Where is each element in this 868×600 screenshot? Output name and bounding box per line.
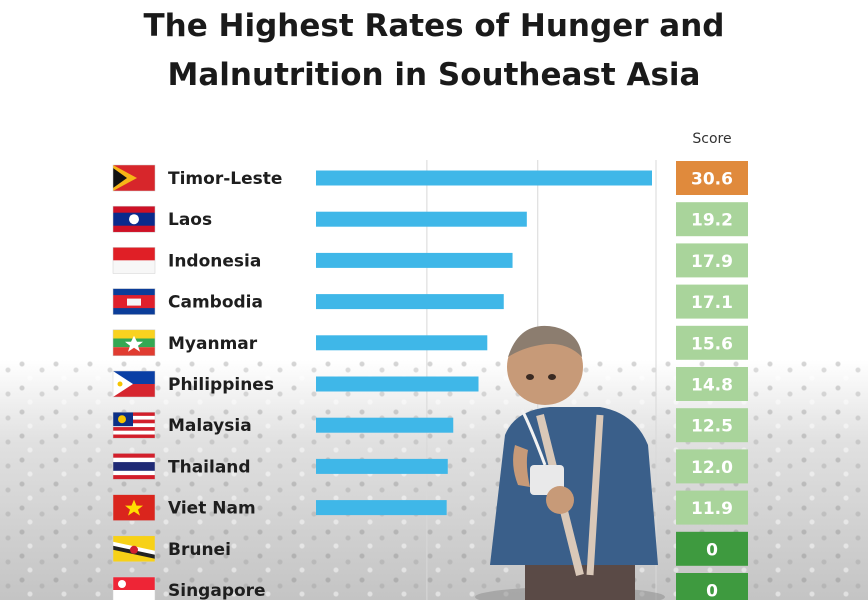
flag-part: [113, 347, 155, 356]
chart-row: Thailand 12.0: [112, 449, 748, 484]
flag-part: [113, 419, 155, 424]
score-label: 12.5: [691, 417, 733, 437]
flag-border: [112, 411, 156, 439]
chart-row: Laos 19.2: [112, 202, 748, 237]
score-label: 0: [706, 582, 718, 600]
flag-part: [118, 415, 126, 424]
score-label: 30.6: [691, 170, 733, 190]
chart-row: Viet Nam 11.9: [112, 490, 748, 525]
flag-part: [113, 168, 127, 188]
chart-row: Brunei 0: [112, 531, 748, 566]
flag-part: [125, 335, 143, 352]
bar: [316, 335, 488, 351]
flag-part: [127, 298, 141, 306]
chart-row: Singapore 0: [112, 573, 748, 600]
chart-row: Indonesia 17.9: [112, 243, 748, 278]
score-label: 17.1: [691, 293, 733, 313]
title-line-2: Malnutrition in Southeast Asia: [167, 57, 701, 93]
flag-part: [113, 371, 133, 397]
flag-border: [112, 288, 156, 315]
bar: [316, 294, 504, 310]
flag-border: [112, 535, 156, 563]
flag-part: [113, 247, 155, 261]
category-label: Myanmar: [168, 334, 258, 354]
bar: [316, 170, 652, 186]
score-label: 12.0: [691, 458, 733, 478]
flag-border: [112, 576, 156, 600]
flag-part: [113, 590, 155, 600]
bar: [316, 458, 448, 474]
score-box: [676, 449, 748, 484]
category-label: Malaysia: [168, 416, 252, 436]
bar: [316, 252, 513, 268]
flag-part: [113, 430, 155, 435]
flag-part: [118, 580, 126, 588]
score-column-header: Score: [692, 131, 732, 147]
chart-row: Timor-Leste 30.6: [112, 161, 748, 195]
score-label: 15.6: [691, 334, 733, 354]
score-box: [676, 325, 748, 360]
flag-border: [112, 494, 156, 521]
score-box: [676, 367, 748, 401]
category-label: Thailand: [168, 457, 251, 477]
category-label: Laos: [168, 210, 212, 230]
score-box: [676, 531, 748, 566]
flag-part: [113, 415, 155, 420]
score-box: [676, 161, 748, 195]
chart-row: Philippines 14.8: [112, 367, 748, 401]
chart-rows: Timor-Leste 30.6 Laos 19.2 Indonesia 17.9 Camb…: [112, 161, 748, 600]
score-box: [676, 243, 748, 278]
bar: [316, 211, 527, 227]
score-label: 17.9: [691, 252, 733, 272]
flag-part: [129, 214, 139, 225]
bar: [316, 500, 447, 516]
flag-part: [113, 434, 155, 439]
flag-part: [113, 412, 155, 416]
score-box: [676, 490, 748, 525]
category-label: Cambodia: [168, 293, 263, 313]
score-box: [676, 573, 748, 600]
score-box: [676, 408, 748, 443]
flag-border: [112, 453, 156, 480]
title-line-1: The Highest Rates of Hunger and: [143, 8, 725, 44]
category-label: Timor-Leste: [168, 169, 282, 189]
category-label: Viet Nam: [168, 499, 256, 519]
chart-row: Myanmar 15.6: [112, 325, 748, 360]
category-label: Indonesia: [168, 251, 261, 271]
flag-border: [112, 164, 156, 192]
flag-border: [112, 329, 156, 357]
score-box: [676, 284, 748, 319]
flag-part: [117, 381, 123, 387]
chart-row: Malaysia 12.5: [112, 408, 748, 443]
score-box: [676, 202, 748, 237]
score-label: 11.9: [691, 499, 733, 519]
bar: [316, 376, 479, 392]
flag-part: [113, 423, 155, 428]
flag-part: [113, 329, 155, 339]
score-label: 19.2: [691, 211, 733, 231]
score-label: 0: [706, 540, 718, 560]
flag-part: [113, 462, 155, 471]
child-photo: [475, 325, 665, 600]
category-label: Brunei: [168, 540, 231, 560]
category-label: Philippines: [168, 375, 274, 395]
bar: [316, 417, 454, 433]
score-label: 14.8: [691, 376, 733, 396]
flag-part: [130, 545, 138, 554]
flag-part: [113, 427, 155, 431]
flag-part: [113, 260, 155, 274]
chart-row: Cambodia 17.1: [112, 284, 748, 319]
flag-border: [112, 370, 156, 398]
chart-title: The Highest Rates of Hunger and Malnutri…: [0, 2, 868, 100]
flag-part: [125, 499, 143, 516]
flag-border: [112, 247, 156, 274]
flag-border: [112, 205, 156, 233]
category-label: Singapore: [168, 581, 266, 600]
